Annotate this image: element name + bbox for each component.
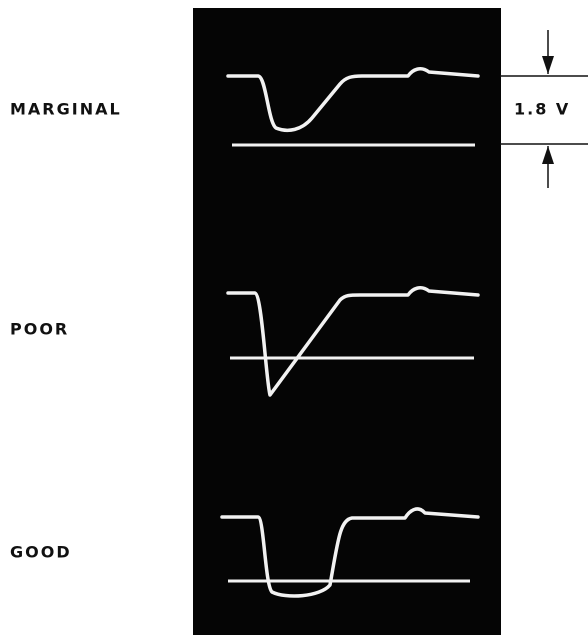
row-label: MARGINAL <box>10 100 122 119</box>
row-label: GOOD <box>10 543 72 562</box>
page: 1.8 V MARGINAL POOR GOOD (() => { const … <box>0 0 588 635</box>
arrow-head <box>542 146 554 164</box>
scope-screen <box>193 8 501 635</box>
dimension-label: 1.8 V <box>514 100 570 119</box>
row-label: POOR <box>10 320 69 339</box>
arrow-head <box>542 56 554 74</box>
figure: 1.8 V MARGINAL POOR GOOD <box>0 0 588 635</box>
